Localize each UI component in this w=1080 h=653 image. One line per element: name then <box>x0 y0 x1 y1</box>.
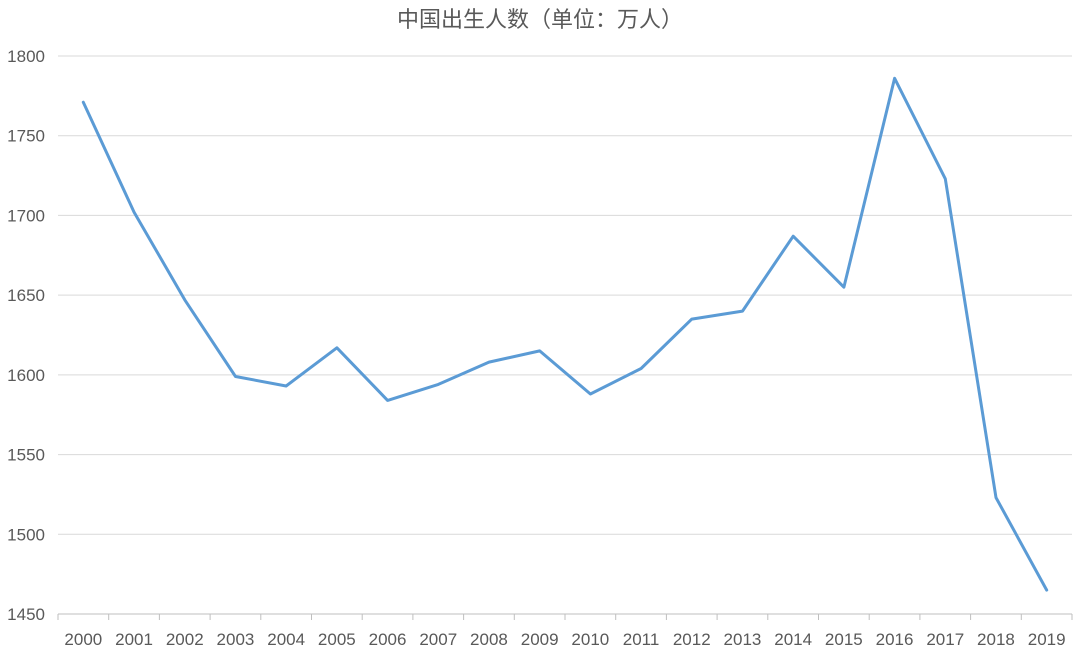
x-axis: 2000 2001 2002 2003 2004 2005 2006 2007 2008 2009… <box>57 613 1073 649</box>
x-tick-label: 2010 <box>571 630 609 649</box>
x-tick-label: 2005 <box>318 630 356 649</box>
data-point <box>842 285 846 289</box>
x-tick-label: 2006 <box>369 630 407 649</box>
data-point <box>132 210 136 214</box>
data-point <box>81 100 85 104</box>
x-tick-label: 2003 <box>217 630 255 649</box>
data-point <box>284 384 288 388</box>
data-point <box>1045 588 1049 592</box>
x-tick-label: 2015 <box>825 630 863 649</box>
y-tick-label: 1800 <box>7 47 45 66</box>
x-tick-label: 2007 <box>419 630 457 649</box>
x-tick-label: 2002 <box>166 630 204 649</box>
data-point <box>335 346 339 350</box>
x-tick-label: 2009 <box>521 630 559 649</box>
data-point <box>183 298 187 302</box>
data-point <box>436 382 440 386</box>
x-tick-label: 2018 <box>977 630 1015 649</box>
data-point <box>588 392 592 396</box>
x-tick-label: 2013 <box>724 630 762 649</box>
data-point <box>233 374 237 378</box>
x-tick-label: 2000 <box>64 630 102 649</box>
data-point <box>740 309 744 313</box>
x-tick-label: 2004 <box>267 630 305 649</box>
data-point <box>386 398 390 402</box>
y-tick-label: 1550 <box>7 446 45 465</box>
chart-title: 中国出生人数（单位：万人） <box>397 8 683 33</box>
y-axis-labels: 1450 1500 1550 1600 1650 1700 1750 1800 <box>7 47 45 624</box>
x-tick-label: 2019 <box>1028 630 1066 649</box>
x-tick-label: 2008 <box>470 630 508 649</box>
y-tick-label: 1450 <box>7 605 45 624</box>
data-point <box>994 496 998 500</box>
y-tick-label: 1500 <box>7 525 45 544</box>
y-tick-label: 1750 <box>7 127 45 146</box>
data-point <box>487 360 491 364</box>
data-point <box>791 234 795 238</box>
gridlines <box>58 55 1072 535</box>
series-group <box>81 76 1049 592</box>
x-tick-label: 2016 <box>876 630 914 649</box>
y-tick-label: 1700 <box>7 206 45 225</box>
x-tick-label: 2014 <box>774 630 812 649</box>
x-tick-label: 2012 <box>673 630 711 649</box>
x-tick-label: 2017 <box>926 630 964 649</box>
x-tick-label: 2011 <box>623 630 660 649</box>
series-line <box>81 76 1049 592</box>
data-point <box>538 349 542 353</box>
x-tick-label: 2001 <box>115 630 153 649</box>
data-point <box>690 317 694 321</box>
data-point <box>943 177 947 181</box>
y-tick-label: 1600 <box>7 366 45 385</box>
data-point <box>639 366 643 370</box>
data-point <box>893 76 897 80</box>
y-tick-label: 1650 <box>7 286 45 305</box>
